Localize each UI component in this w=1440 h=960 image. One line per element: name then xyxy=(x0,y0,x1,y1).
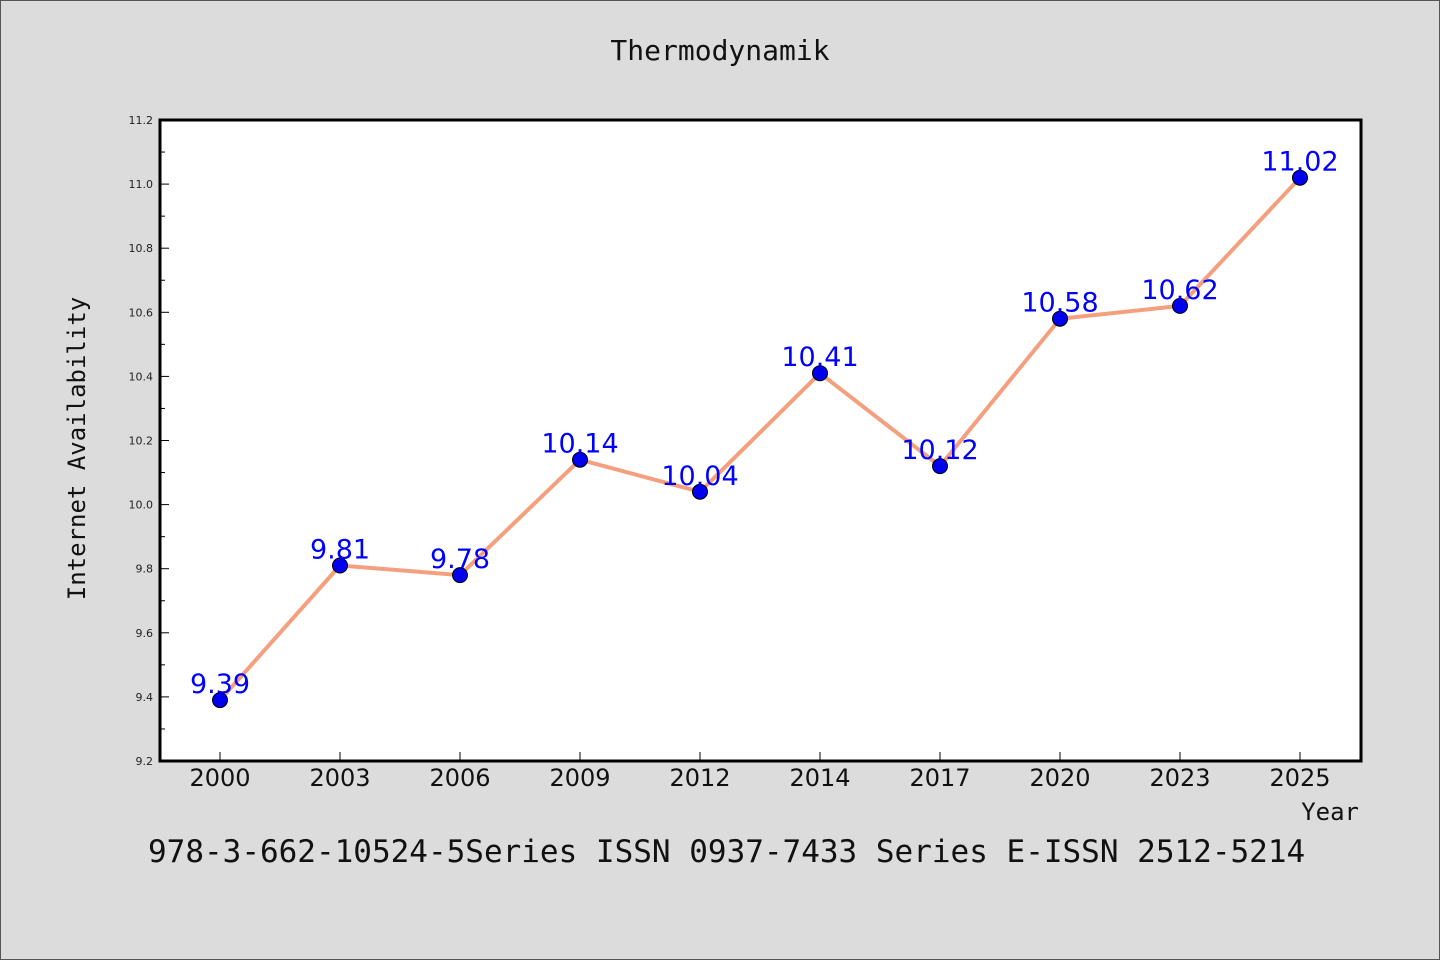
data-point xyxy=(692,483,708,500)
y-tick-label: 9.4 xyxy=(136,691,154,704)
x-tick-label: 2006 xyxy=(429,764,490,792)
data-label: 10.14 xyxy=(541,429,618,460)
x-tick-label: 2020 xyxy=(1029,764,1090,792)
x-tick-label: 2025 xyxy=(1269,764,1330,792)
data-label: 10.41 xyxy=(781,342,858,373)
y-tick-label: 10.6 xyxy=(129,306,154,319)
y-axis-ticks: 9.2 9.4 9.6 9.8 10.0 10.2 10.4 10.6 10.8 11.0 11.2 xyxy=(129,114,169,768)
footer-isbn-issn: 978-3-662-10524-5Series ISSN 0937-7433 S… xyxy=(148,834,1306,870)
y-tick-label: 10.4 xyxy=(129,370,154,383)
data-label: 9.81 xyxy=(310,534,370,565)
y-axis-label: Internet Availability xyxy=(63,297,91,600)
y-tick-label: 9.2 xyxy=(136,755,154,768)
plot-area xyxy=(158,118,1363,763)
data-point xyxy=(812,365,828,382)
data-label: 9.39 xyxy=(190,669,250,700)
y-tick-label: 10.8 xyxy=(129,242,154,255)
data-point xyxy=(932,458,948,475)
data-point xyxy=(212,692,228,709)
data-label: 10.12 xyxy=(901,435,978,466)
data-point xyxy=(332,557,348,574)
x-tick-label: 2023 xyxy=(1149,764,1210,792)
data-point xyxy=(572,451,588,468)
data-point xyxy=(1052,310,1068,327)
x-tick-label: 2009 xyxy=(549,764,610,792)
x-tick-label: 2017 xyxy=(909,764,970,792)
series-layer: 9.39 9.81 9.78 10.14 10.04 10.41 10.12 10.58 10.… xyxy=(190,147,1339,709)
x-axis-ticks: 2000 2003 2006 2009 2012 2014 2017 2020 2023 2025 xyxy=(189,752,1331,792)
y-tick-label: 11.0 xyxy=(129,178,154,191)
y-tick-label: 11.2 xyxy=(129,114,154,127)
series-line xyxy=(218,176,1302,702)
chart-title: Thermodynamik xyxy=(610,34,830,67)
data-label: 9.78 xyxy=(430,544,490,575)
data-label: 11.02 xyxy=(1261,147,1338,178)
x-tick-label: 2000 xyxy=(189,764,250,792)
y-tick-label: 9.6 xyxy=(136,627,154,640)
x-tick-label: 2003 xyxy=(309,764,370,792)
data-point xyxy=(1292,169,1308,186)
x-tick-label: 2012 xyxy=(669,764,730,792)
data-point xyxy=(452,567,468,584)
data-label: 10.62 xyxy=(1141,275,1218,306)
y-tick-label: 10.2 xyxy=(129,435,154,448)
data-label: 10.58 xyxy=(1021,288,1098,319)
y-tick-label: 9.8 xyxy=(136,563,154,576)
data-label: 10.04 xyxy=(661,461,738,492)
y-tick-label: 10.0 xyxy=(129,499,154,512)
x-axis-label: Year xyxy=(1301,798,1359,826)
data-point xyxy=(1172,297,1188,314)
x-tick-label: 2014 xyxy=(789,764,850,792)
